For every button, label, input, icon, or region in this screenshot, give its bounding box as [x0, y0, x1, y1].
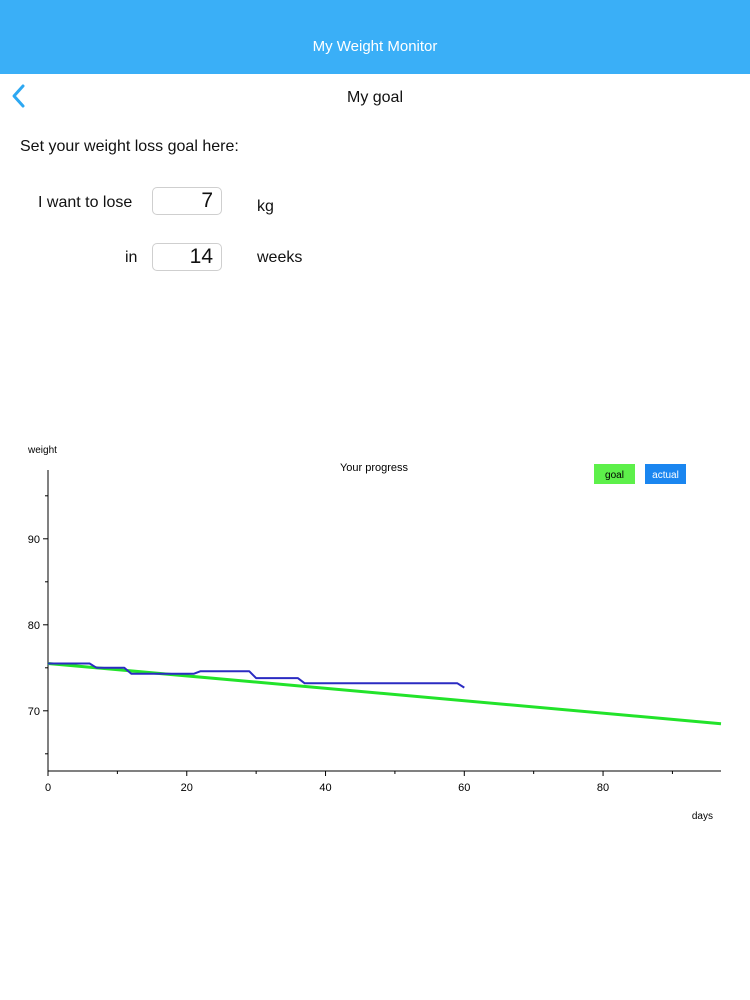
- x-axis-label: days: [692, 811, 713, 822]
- y-tick-label: 90: [28, 534, 40, 546]
- nav-bar: My goal: [0, 74, 750, 120]
- in-label: in: [125, 249, 138, 266]
- lose-label: I want to lose: [38, 194, 133, 211]
- legend-label-goal: goal: [605, 470, 624, 481]
- weeks-input[interactable]: [152, 243, 222, 271]
- series-line-actual: [48, 662, 465, 689]
- series-line-goal: [47, 662, 722, 726]
- lose-unit-label: kg: [257, 198, 274, 215]
- x-tick-label: 60: [458, 782, 470, 794]
- y-tick-label: 70: [28, 706, 40, 718]
- progress-chart: 0 20 40 60 80 70 80 90 weight days Your progress go…: [27, 445, 722, 822]
- back-button[interactable]: [8, 82, 36, 112]
- page-title: My goal: [346, 89, 404, 106]
- legend-swatch-goal: [594, 464, 635, 484]
- y-tick-label: 80: [28, 620, 40, 632]
- goal-prompt: Set your weight loss goal here:: [20, 138, 239, 155]
- x-tick-label: 20: [181, 782, 193, 794]
- y-axis-label: weight: [27, 445, 57, 456]
- app-title: My Weight Monitor: [312, 38, 438, 55]
- chevron-left-icon: [12, 84, 25, 108]
- weeks-unit-label: weeks: [257, 249, 303, 266]
- app-header: My Weight Monitor: [0, 0, 750, 74]
- lose-amount-input[interactable]: [152, 187, 222, 215]
- chart-title: Your progress: [340, 462, 409, 474]
- legend-swatch-actual: [645, 464, 686, 484]
- x-tick-label: 0: [45, 782, 51, 794]
- legend-label-actual: actual: [652, 470, 679, 481]
- x-tick-label: 40: [319, 782, 331, 794]
- x-tick-label: 80: [597, 782, 609, 794]
